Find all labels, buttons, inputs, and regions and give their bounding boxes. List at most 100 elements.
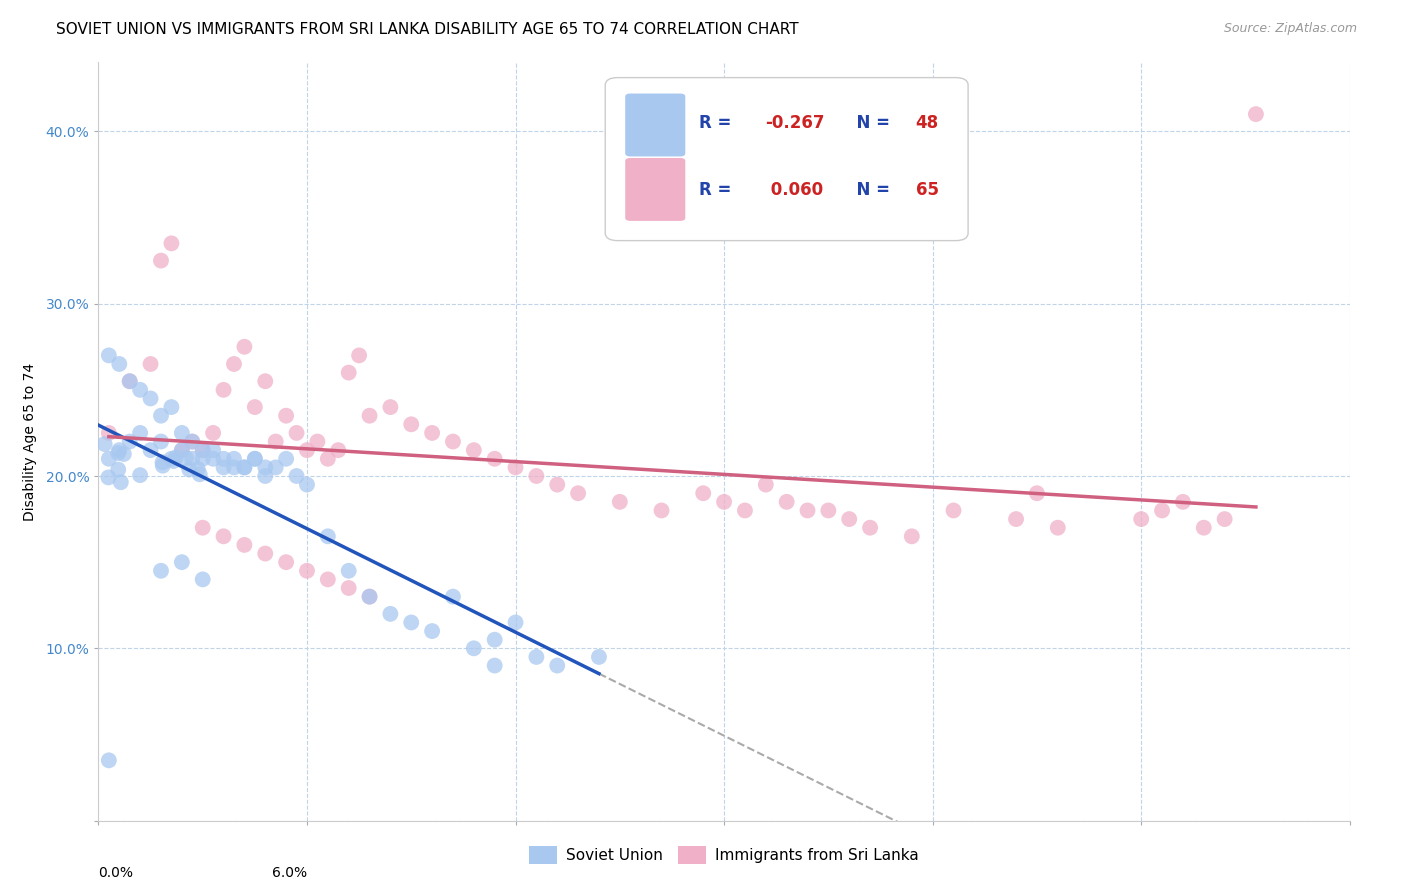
Text: 48: 48 bbox=[915, 114, 939, 132]
Point bbox=[129, 383, 152, 397]
Point bbox=[546, 477, 568, 491]
Point bbox=[401, 615, 423, 630]
Point bbox=[1171, 495, 1194, 509]
FancyBboxPatch shape bbox=[626, 158, 685, 221]
Point bbox=[254, 460, 277, 475]
Point bbox=[110, 475, 132, 490]
Point bbox=[150, 253, 173, 268]
Point bbox=[97, 451, 120, 466]
Point bbox=[609, 495, 631, 509]
Point bbox=[505, 460, 527, 475]
Point bbox=[107, 446, 129, 460]
Text: Source: ZipAtlas.com: Source: ZipAtlas.com bbox=[1223, 22, 1357, 36]
Point bbox=[118, 374, 141, 388]
Point bbox=[463, 443, 485, 458]
Point bbox=[170, 443, 193, 458]
Point bbox=[285, 469, 308, 483]
Point bbox=[316, 573, 339, 587]
Point bbox=[152, 458, 174, 473]
Point bbox=[97, 425, 120, 440]
Point bbox=[222, 460, 245, 475]
FancyBboxPatch shape bbox=[626, 94, 685, 156]
Point bbox=[212, 451, 235, 466]
Point bbox=[129, 468, 152, 483]
Point bbox=[380, 607, 402, 621]
Point bbox=[233, 538, 256, 552]
Point bbox=[900, 529, 922, 543]
Point bbox=[187, 462, 209, 476]
Point bbox=[165, 450, 187, 465]
Point bbox=[160, 400, 183, 414]
Point bbox=[1150, 503, 1173, 517]
Point bbox=[526, 649, 548, 664]
Point bbox=[181, 434, 204, 449]
Point bbox=[274, 451, 298, 466]
Point bbox=[734, 503, 756, 517]
Point bbox=[1213, 512, 1236, 526]
Point bbox=[1130, 512, 1153, 526]
Text: 65: 65 bbox=[915, 181, 939, 199]
Point bbox=[233, 340, 256, 354]
Point bbox=[567, 486, 589, 500]
Point bbox=[212, 383, 235, 397]
Point bbox=[588, 649, 610, 664]
Point bbox=[181, 434, 204, 449]
Point bbox=[776, 495, 799, 509]
Point bbox=[295, 564, 318, 578]
Point bbox=[222, 451, 245, 466]
Point bbox=[316, 529, 339, 543]
Point bbox=[1005, 512, 1028, 526]
Point bbox=[243, 451, 266, 466]
Legend: Soviet Union, Immigrants from Sri Lanka: Soviet Union, Immigrants from Sri Lanka bbox=[523, 840, 925, 870]
Point bbox=[1244, 107, 1267, 121]
Point bbox=[108, 357, 131, 371]
Point bbox=[212, 529, 235, 543]
Text: 6.0%: 6.0% bbox=[271, 866, 307, 880]
Text: N =: N = bbox=[845, 181, 896, 199]
Text: 0.0%: 0.0% bbox=[98, 866, 134, 880]
Text: SOVIET UNION VS IMMIGRANTS FROM SRI LANKA DISABILITY AGE 65 TO 74 CORRELATION CH: SOVIET UNION VS IMMIGRANTS FROM SRI LANK… bbox=[56, 22, 799, 37]
Point bbox=[254, 374, 277, 388]
Point bbox=[328, 443, 350, 458]
Point bbox=[274, 409, 298, 423]
Point bbox=[139, 443, 162, 458]
Point bbox=[170, 555, 193, 569]
Point bbox=[97, 348, 120, 362]
Point bbox=[796, 503, 818, 517]
FancyBboxPatch shape bbox=[605, 78, 969, 241]
Point bbox=[307, 434, 329, 449]
Point bbox=[713, 495, 735, 509]
Point bbox=[755, 477, 778, 491]
Point bbox=[152, 455, 174, 469]
Text: N =: N = bbox=[845, 114, 896, 132]
Point bbox=[463, 641, 485, 656]
Point bbox=[139, 357, 162, 371]
Point bbox=[295, 477, 318, 491]
Point bbox=[97, 470, 120, 484]
Point bbox=[191, 451, 214, 466]
Point bbox=[150, 434, 173, 449]
Point bbox=[420, 425, 443, 440]
Point bbox=[243, 400, 266, 414]
Point bbox=[1192, 521, 1215, 535]
Point bbox=[347, 348, 370, 362]
Point bbox=[129, 425, 152, 440]
Point bbox=[191, 443, 214, 458]
Point bbox=[254, 547, 277, 561]
Point bbox=[838, 512, 860, 526]
Point bbox=[212, 460, 235, 475]
Point bbox=[191, 573, 214, 587]
Point bbox=[202, 451, 225, 466]
Point bbox=[650, 503, 672, 517]
Point bbox=[316, 451, 339, 466]
Point bbox=[264, 434, 287, 449]
Point bbox=[112, 447, 135, 461]
Point bbox=[150, 409, 173, 423]
Point bbox=[420, 624, 443, 639]
Point bbox=[1046, 521, 1069, 535]
Point bbox=[107, 462, 129, 476]
Point bbox=[337, 581, 360, 595]
Point bbox=[359, 590, 381, 604]
Text: R =: R = bbox=[699, 114, 737, 132]
Point bbox=[202, 425, 225, 440]
